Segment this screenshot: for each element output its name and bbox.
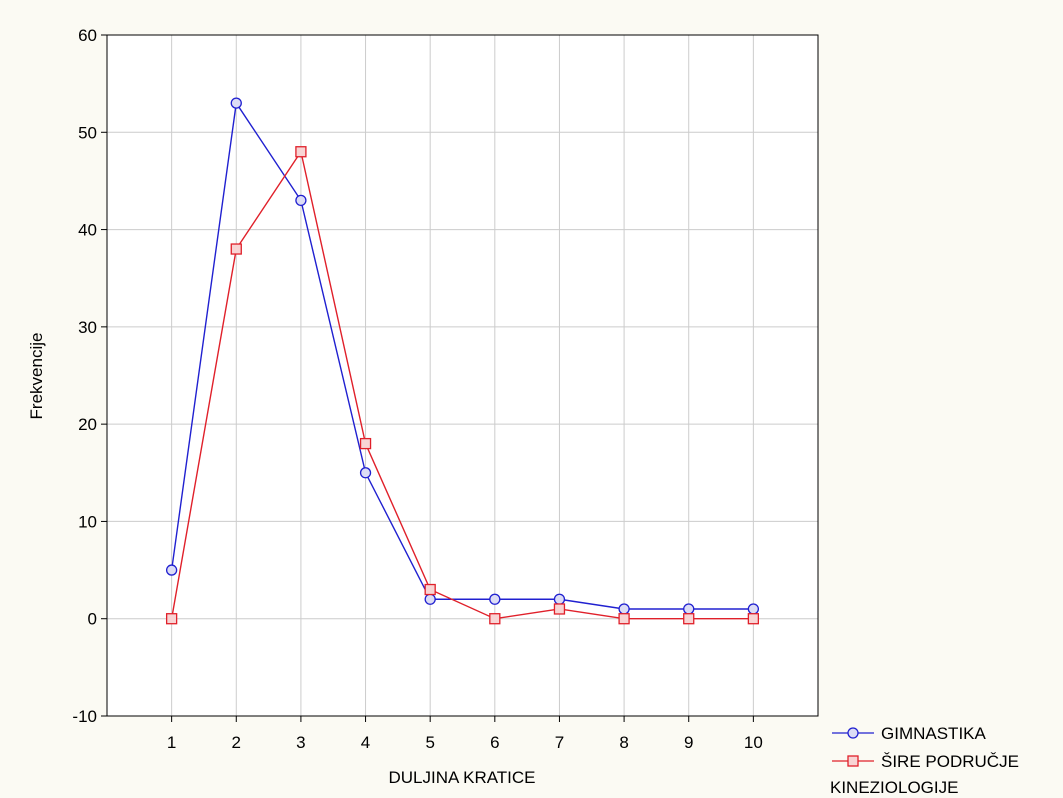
x-axis-title: DULJINA KRATICE xyxy=(388,768,535,787)
series-line-sire-podrucje xyxy=(170,149,754,620)
data-point-gimnastika xyxy=(230,97,242,109)
data-point-gimnastika xyxy=(747,603,760,615)
legend-marker-gimnastika xyxy=(847,727,859,739)
data-point-sire-podrucje xyxy=(553,603,566,615)
data-point-sire-podrucje xyxy=(165,613,178,625)
y-tick-label: 60 xyxy=(78,26,97,45)
data-point-sire-podrucje xyxy=(359,437,372,450)
x-tick-label: 4 xyxy=(361,733,370,752)
x-tick-label: 8 xyxy=(619,733,628,752)
y-axis-title: Frekvencije xyxy=(27,333,46,420)
data-point-gimnastika xyxy=(295,194,307,207)
data-point-sire-podrucje xyxy=(489,613,501,625)
data-point-gimnastika xyxy=(359,467,372,479)
y-tick-label: 10 xyxy=(78,512,97,531)
x-tick-label: 6 xyxy=(490,733,499,752)
y-tick-label: 0 xyxy=(88,610,97,629)
plot-area xyxy=(107,35,818,716)
legend-label-sire-podrucje-line1: ŠIRE PODRUČJE xyxy=(881,752,1019,771)
series-line-gimnastika xyxy=(170,101,754,610)
x-tick-label: 3 xyxy=(296,733,305,752)
y-tick-label: 30 xyxy=(78,318,97,337)
data-point-sire-podrucje xyxy=(618,613,630,625)
data-point-sire-podrucje xyxy=(683,613,695,625)
x-tick-label: 9 xyxy=(684,733,693,752)
x-tick-label: 10 xyxy=(744,733,763,752)
data-point-sire-podrucje xyxy=(747,613,760,625)
legend-marker-sire-podrucje xyxy=(847,755,859,767)
data-point-gimnastika xyxy=(424,593,436,605)
data-point-sire-podrucje xyxy=(230,243,242,255)
legend-label-gimnastika: GIMNASTIKA xyxy=(881,724,987,743)
axis-ticks: 1 2 3 4 5 6 7 8 9 10 60 50 40 30 20 10 0 -10 xyxy=(72,26,762,752)
y-tick-label: 50 xyxy=(78,123,97,142)
data-point-gimnastika xyxy=(618,603,630,615)
series-layer xyxy=(165,97,760,625)
legend-label-sire-podrucje-line2: KINEZIOLOGIJE xyxy=(830,778,958,797)
y-tick-label: 20 xyxy=(78,415,97,434)
data-point-sire-podrucje xyxy=(295,146,307,158)
x-tick-label: 2 xyxy=(232,733,241,752)
x-tick-label: 5 xyxy=(425,733,434,752)
x-tick-label: 1 xyxy=(167,733,176,752)
y-tick-label: 40 xyxy=(78,221,97,240)
y-tick-label: -10 xyxy=(72,707,97,726)
x-tick-label: 7 xyxy=(555,733,564,752)
data-point-gimnastika xyxy=(489,593,501,605)
plot-frame xyxy=(106,34,819,717)
legend: GIMNASTIKA ŠIRE PODRUČJE KINEZIOLOGIJE xyxy=(830,724,1019,797)
data-point-gimnastika xyxy=(165,564,178,576)
data-point-gimnastika xyxy=(683,603,695,615)
data-point-sire-podrucje xyxy=(424,583,436,596)
data-point-gimnastika xyxy=(553,593,566,605)
